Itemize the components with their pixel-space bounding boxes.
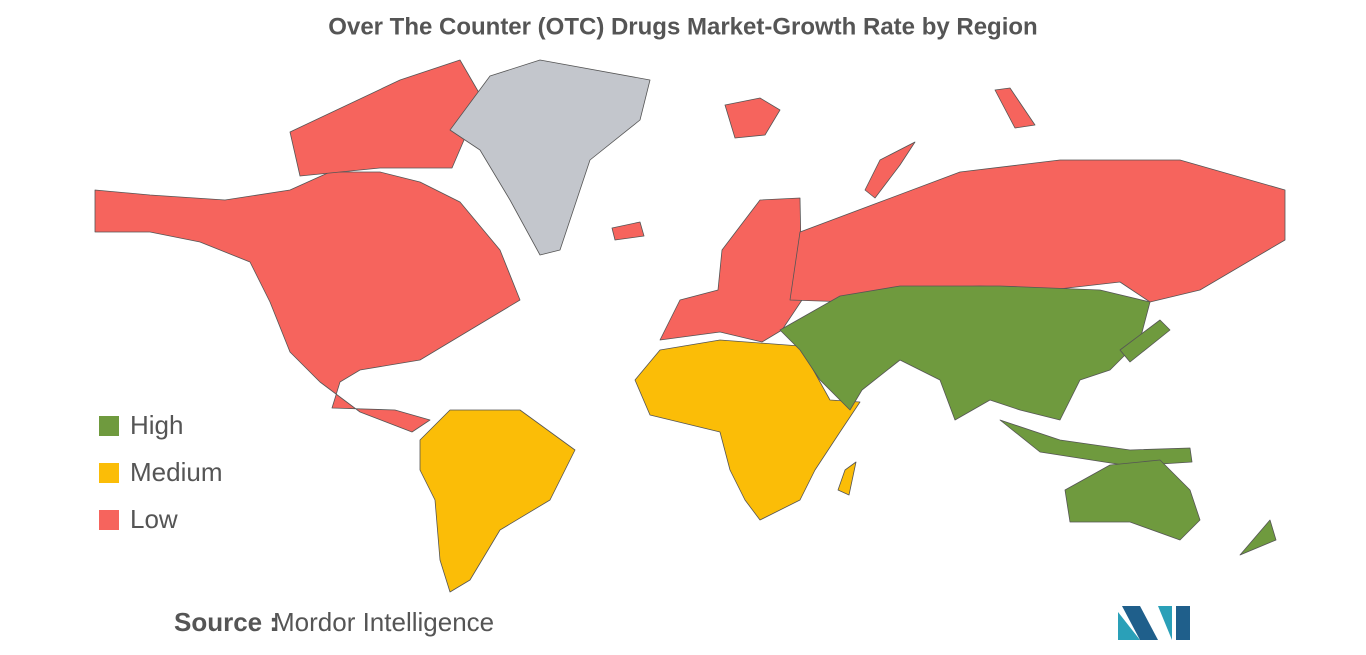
legend-swatch (99, 416, 119, 436)
region (779, 285, 1151, 421)
logo (1118, 606, 1190, 640)
legend-label: High (130, 410, 183, 440)
region (1239, 519, 1277, 556)
source: Mordor Intelligence (273, 607, 494, 637)
chart-title: Over The Counter (OTC) Drugs Market-Grow… (328, 13, 1037, 40)
legend: High Medium Low (99, 410, 222, 534)
legend-swatch (99, 510, 119, 530)
region (94, 171, 521, 433)
region (1064, 459, 1201, 541)
region (724, 97, 781, 139)
region (611, 221, 645, 241)
region (1119, 319, 1171, 363)
region (789, 159, 1286, 303)
region (634, 339, 861, 521)
region (837, 461, 857, 496)
region (864, 141, 916, 199)
map (94, 59, 1286, 593)
region (449, 59, 651, 256)
region (659, 197, 803, 343)
region (999, 419, 1193, 467)
region (419, 409, 576, 593)
source-label: Source : (174, 607, 278, 637)
legend-label: Medium (130, 457, 222, 487)
legend-label: Low (130, 504, 178, 534)
legend-swatch (99, 463, 119, 483)
region (289, 59, 483, 177)
region (994, 87, 1036, 129)
